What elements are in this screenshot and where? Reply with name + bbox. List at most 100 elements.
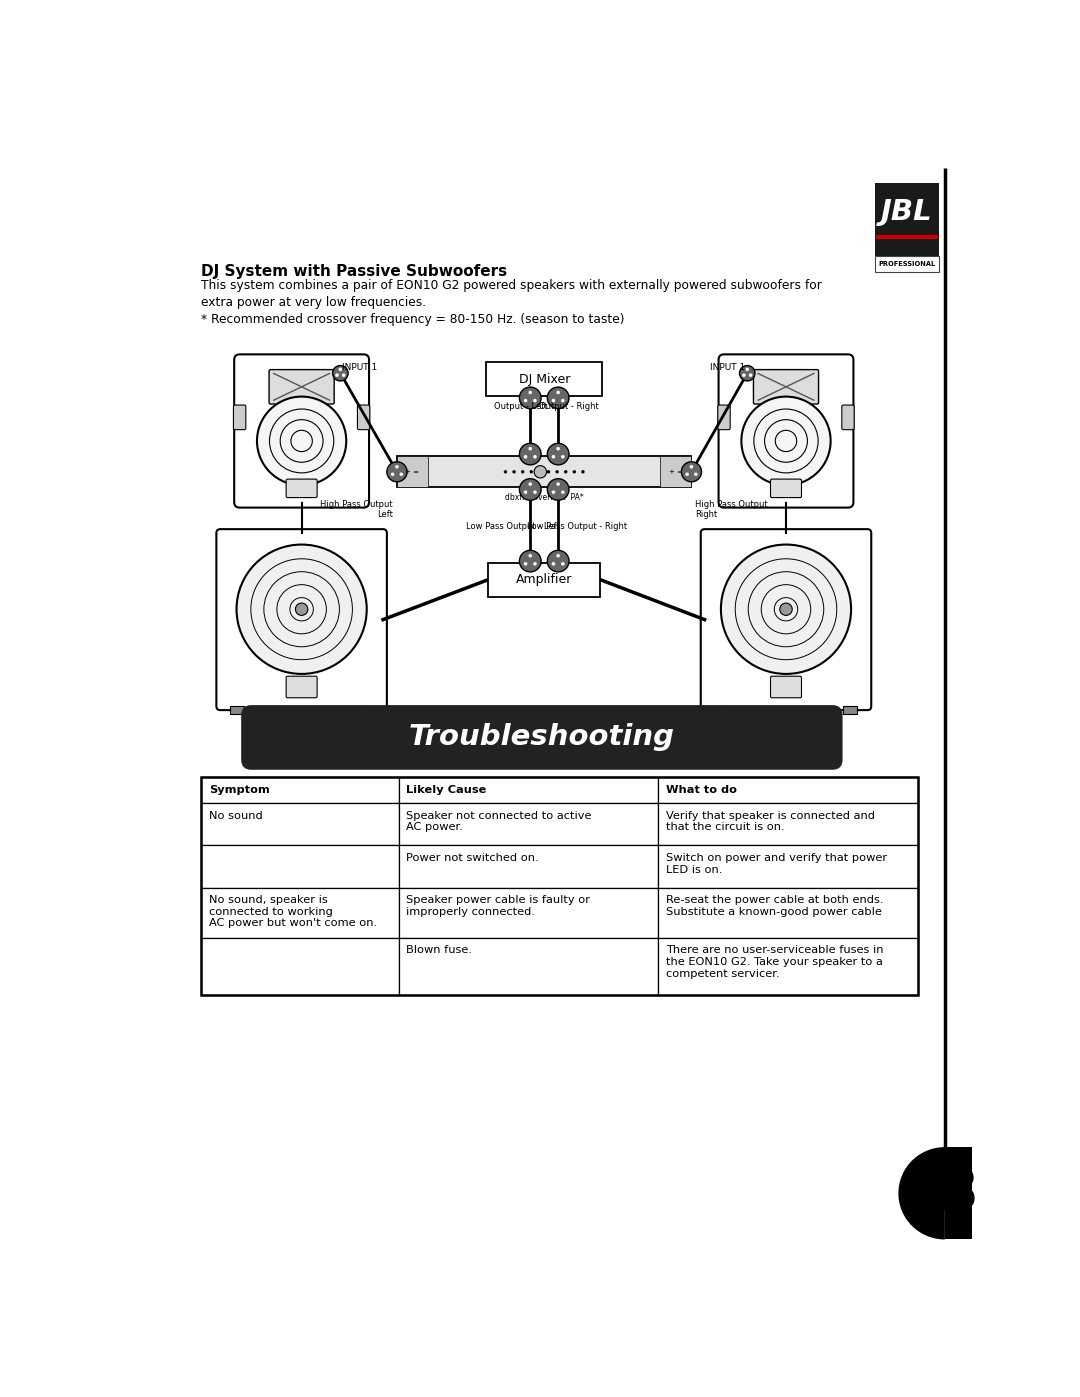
Circle shape [548, 387, 569, 409]
Text: Blown fuse.: Blown fuse. [406, 946, 472, 956]
Bar [201, 845, 399, 887]
Text: Power not switched on.: Power not switched on. [406, 854, 539, 863]
Circle shape [552, 490, 555, 495]
Wedge shape [899, 1147, 945, 1239]
Circle shape [521, 471, 525, 474]
Bar [399, 887, 658, 937]
Text: JBL: JBL [881, 198, 933, 226]
FancyBboxPatch shape [233, 405, 246, 430]
FancyBboxPatch shape [216, 529, 387, 710]
FancyBboxPatch shape [770, 676, 801, 697]
Bar [201, 778, 399, 803]
Circle shape [556, 447, 559, 450]
Text: Likely Cause: Likely Cause [406, 785, 487, 795]
FancyBboxPatch shape [269, 370, 334, 404]
Circle shape [556, 482, 559, 486]
Circle shape [538, 471, 541, 474]
Circle shape [552, 398, 555, 402]
Bar [359, 707, 373, 714]
Text: What to do: What to do [666, 785, 737, 795]
Circle shape [552, 562, 555, 566]
FancyBboxPatch shape [357, 405, 369, 430]
Circle shape [519, 479, 541, 500]
Circle shape [512, 471, 516, 474]
Circle shape [524, 398, 527, 402]
Text: There are no user-serviceable fuses in
the EON10 G2. Take your speaker to a
comp: There are no user-serviceable fuses in t… [666, 946, 883, 978]
Text: High Pass Output
Right: High Pass Output Right [696, 500, 768, 518]
Text: Amplifier: Amplifier [516, 573, 572, 587]
Circle shape [524, 490, 527, 495]
Circle shape [534, 490, 537, 495]
Bar [397, 457, 691, 488]
FancyBboxPatch shape [841, 405, 854, 430]
Text: No sound: No sound [208, 810, 262, 820]
Circle shape [741, 397, 831, 485]
Circle shape [528, 391, 532, 394]
Bar [661, 457, 691, 488]
Circle shape [562, 490, 565, 495]
Circle shape [564, 471, 567, 474]
Bar [486, 362, 603, 397]
Text: Low Pass Output - Left: Low Pass Output - Left [467, 522, 561, 531]
Bar [201, 937, 399, 996]
Text: DJ System with Passive Subwoofers: DJ System with Passive Subwoofers [201, 264, 507, 279]
FancyBboxPatch shape [718, 405, 730, 430]
Bar [658, 937, 918, 996]
Text: + =: + = [405, 469, 419, 475]
Circle shape [742, 373, 745, 377]
Bar [658, 887, 918, 937]
Circle shape [562, 562, 565, 566]
Circle shape [519, 443, 541, 465]
Circle shape [387, 462, 407, 482]
FancyBboxPatch shape [234, 355, 369, 507]
Circle shape [534, 562, 537, 566]
FancyBboxPatch shape [875, 183, 939, 256]
Circle shape [257, 397, 347, 485]
Circle shape [740, 366, 755, 381]
Circle shape [748, 373, 753, 377]
Circle shape [694, 472, 698, 476]
Circle shape [548, 443, 569, 465]
Circle shape [534, 398, 537, 402]
Circle shape [524, 562, 527, 566]
Bar [230, 707, 244, 714]
Circle shape [548, 550, 569, 571]
Text: * Recommended crossover frequency = 80-150 Hz. (season to taste): * Recommended crossover frequency = 80-1… [201, 313, 624, 326]
Circle shape [546, 471, 550, 474]
Text: Switch on power and verify that power
LED is on.: Switch on power and verify that power LE… [666, 854, 887, 875]
Circle shape [400, 472, 403, 476]
Bar [397, 457, 428, 488]
Text: Troubleshooting: Troubleshooting [409, 724, 675, 752]
Circle shape [562, 398, 565, 402]
Circle shape [745, 367, 750, 372]
Text: PROFESSIONAL: PROFESSIONAL [878, 261, 935, 267]
Bar [488, 563, 600, 597]
Text: Verify that speaker is connected and
that the circuit is on.: Verify that speaker is connected and tha… [666, 810, 875, 833]
Text: Symptom: Symptom [208, 785, 269, 795]
Text: Speaker power cable is faulty or
improperly connected.: Speaker power cable is faulty or imprope… [406, 895, 591, 916]
Text: Speaker not connected to active
AC power.: Speaker not connected to active AC power… [406, 810, 592, 833]
Circle shape [681, 462, 702, 482]
Circle shape [780, 604, 793, 616]
Text: INPUT 1: INPUT 1 [711, 363, 745, 373]
Text: Output - Right: Output - Right [539, 402, 599, 412]
Text: dbxfi DriveRack  PA*: dbxfi DriveRack PA* [504, 493, 583, 503]
Circle shape [335, 373, 339, 377]
Circle shape [391, 472, 394, 476]
Bar [399, 803, 658, 845]
Text: 13: 13 [899, 1165, 980, 1222]
Bar [201, 778, 918, 996]
Circle shape [581, 471, 584, 474]
Circle shape [556, 391, 559, 394]
Circle shape [690, 465, 693, 468]
Circle shape [686, 472, 689, 476]
Text: INPUT 1: INPUT 1 [342, 363, 377, 373]
Circle shape [296, 604, 308, 616]
FancyBboxPatch shape [718, 355, 853, 507]
Circle shape [555, 471, 558, 474]
Text: No sound, speaker is
connected to working
AC power but won't come on.: No sound, speaker is connected to workin… [208, 895, 377, 929]
Circle shape [552, 455, 555, 458]
Bar [715, 707, 729, 714]
Bar [945, 1147, 987, 1239]
Circle shape [519, 550, 541, 571]
